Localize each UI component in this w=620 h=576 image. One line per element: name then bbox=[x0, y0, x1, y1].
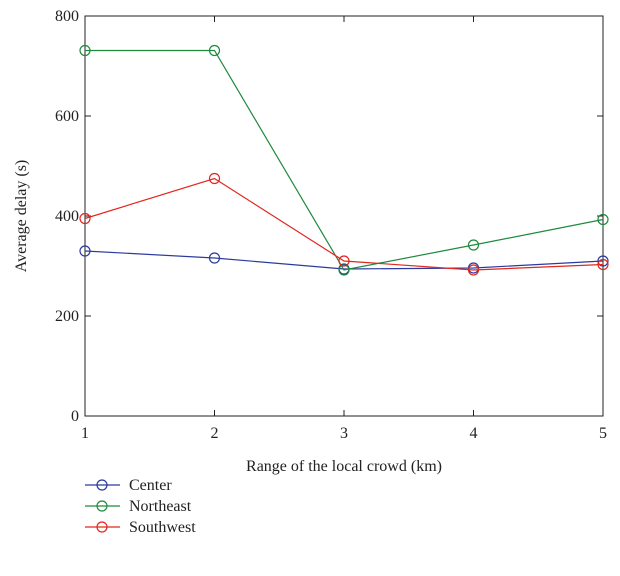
legend-label: Southwest bbox=[129, 519, 196, 536]
data-point-center bbox=[597, 255, 609, 267]
x-tick-label: 2 bbox=[211, 425, 219, 442]
legend-marker bbox=[96, 500, 108, 512]
y-tick-label: 0 bbox=[71, 408, 79, 425]
x-tick-label: 5 bbox=[599, 425, 607, 442]
data-point-southwest bbox=[79, 212, 91, 225]
data-point-southwest bbox=[208, 172, 221, 185]
plot-frame bbox=[84, 15, 604, 417]
data-point-northeast bbox=[208, 44, 221, 57]
series-group bbox=[79, 44, 609, 276]
x-tick-label: 3 bbox=[340, 425, 348, 442]
y-tick-label: 600 bbox=[55, 108, 79, 125]
data-point-southwest bbox=[467, 264, 480, 276]
series-line-southwest bbox=[84, 177, 604, 271]
data-point-northeast bbox=[467, 239, 480, 251]
y-axis-ticks: 0 200 400 600 800 bbox=[55, 8, 603, 425]
x-axis-label: Range of the local crowd (km) bbox=[246, 458, 442, 475]
y-tick-label: 800 bbox=[55, 8, 79, 25]
data-point-northeast bbox=[79, 44, 91, 57]
legend-label: Center bbox=[129, 477, 172, 494]
legend-label: Northeast bbox=[129, 498, 192, 515]
legend-marker bbox=[96, 479, 108, 491]
data-point-center bbox=[79, 245, 91, 257]
y-axis-label: Average delay (s) bbox=[13, 160, 30, 273]
y-tick-label: 200 bbox=[55, 308, 79, 325]
data-point-northeast bbox=[597, 213, 609, 226]
data-point-southwest bbox=[338, 255, 350, 267]
legend: Center Northeast Southwest bbox=[85, 477, 196, 536]
data-point-center bbox=[208, 252, 221, 264]
series-line-northeast bbox=[85, 49, 604, 271]
x-tick-label: 4 bbox=[470, 425, 478, 442]
legend-marker bbox=[96, 521, 108, 533]
x-axis-ticks: 1 2 3 4 5 bbox=[81, 16, 607, 442]
x-tick-label: 1 bbox=[81, 425, 89, 442]
y-tick-label: 400 bbox=[55, 208, 79, 225]
data-point-southwest bbox=[597, 258, 609, 271]
data-point-northeast bbox=[338, 264, 350, 276]
